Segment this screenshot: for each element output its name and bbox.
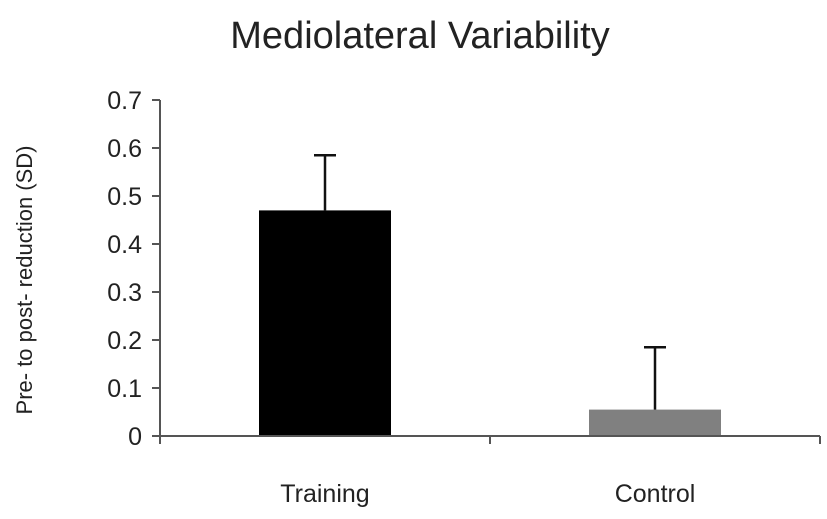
y-tick-label: 0.7 xyxy=(107,87,142,115)
chart-title: Mediolateral Variability xyxy=(230,15,609,57)
y-tick-label: 0.5 xyxy=(107,183,142,211)
y-tick-label: 0.4 xyxy=(107,231,142,259)
y-axis-label: Pre- to post- reduction (SD) xyxy=(12,146,37,415)
x-category-label: Control xyxy=(615,480,696,508)
y-tick-label: 0.3 xyxy=(107,279,142,307)
bar-control xyxy=(589,409,721,436)
x-category-label: Training xyxy=(280,480,369,508)
bar-training xyxy=(259,210,391,436)
y-tick-label: 0.2 xyxy=(107,327,142,355)
y-tick-label: 0 xyxy=(128,423,142,451)
y-tick-label: 0.6 xyxy=(107,135,142,163)
y-tick-label: 0.1 xyxy=(107,375,142,403)
